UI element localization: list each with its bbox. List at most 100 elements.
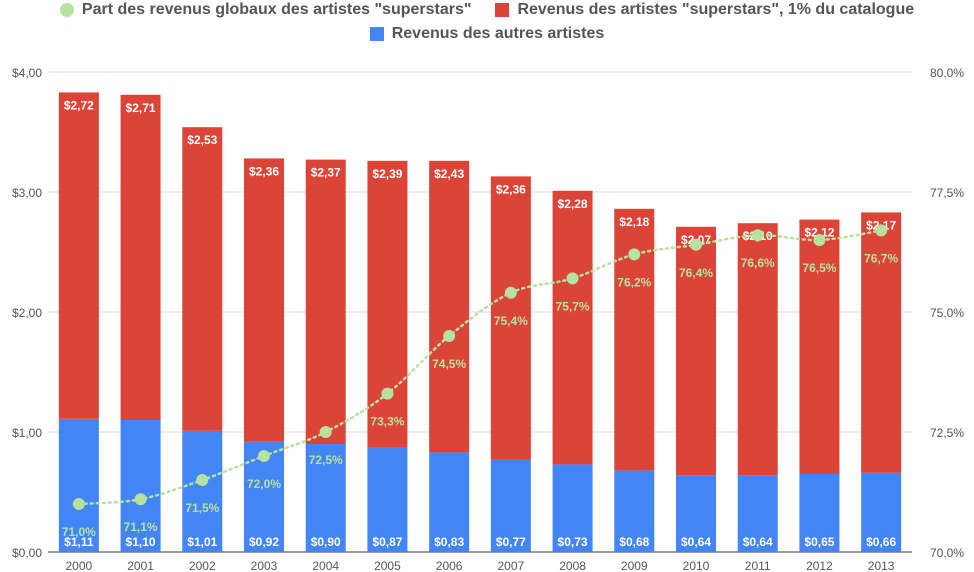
- x-tick-label: 2009: [621, 559, 648, 572]
- y-left-tick-label: $4,00: [12, 66, 42, 80]
- share-point: [72, 498, 85, 510]
- bar-superstars: [244, 158, 284, 442]
- legend-swatch-others: [369, 27, 384, 41]
- x-tick-label: 2006: [436, 559, 463, 572]
- data-label-superstars: $2,71: [126, 101, 156, 115]
- data-label-superstars: $2,36: [496, 182, 526, 196]
- share-point: [134, 493, 147, 506]
- data-label-autres: $0,64: [681, 535, 711, 549]
- share-point: [875, 224, 888, 237]
- share-label: 72,5%: [309, 453, 343, 467]
- legend-swatch-superstars: [495, 3, 510, 17]
- bar-superstars: [799, 219, 840, 474]
- data-label-autres: $0,92: [249, 535, 279, 549]
- data-label-superstars: $2,18: [619, 215, 649, 229]
- data-label-superstars: $2,53: [187, 133, 217, 147]
- y-right-tick-label: 75,0%: [930, 306, 964, 320]
- bar-autres-artistes: [799, 474, 840, 552]
- x-tick-label: 2004: [312, 559, 339, 572]
- y-left-tick-label: $3,00: [12, 186, 42, 200]
- share-label: 74,5%: [432, 357, 466, 371]
- share-label: 76,5%: [802, 261, 836, 275]
- bar-superstars: [120, 94, 161, 421]
- data-label-superstars: $2,43: [434, 167, 464, 181]
- data-label-autres: $1,10: [126, 535, 156, 549]
- y-right-tick-label: 72,5%: [930, 426, 964, 440]
- data-label-autres: $1,01: [187, 535, 217, 549]
- x-tick-label: 2002: [189, 559, 216, 572]
- x-tick-label: 2008: [559, 559, 586, 572]
- share-label: 76,2%: [617, 275, 651, 289]
- bar-autres-artistes: [552, 464, 593, 552]
- legend-label-superstars: Revenus des artistes "superstars", 1% du…: [517, 1, 915, 18]
- y-left-tick-label: $0,00: [12, 546, 42, 560]
- bar-superstars: [552, 190, 593, 465]
- data-label-superstars: $2,37: [311, 166, 341, 180]
- share-label: 73,3%: [370, 415, 404, 429]
- share-label: 75,4%: [494, 314, 528, 328]
- bar-superstars: [737, 223, 778, 476]
- bar-autres-artistes: [182, 430, 223, 552]
- x-tick-label: 2007: [498, 559, 525, 572]
- share-line: [77, 229, 883, 506]
- share-label: 72,0%: [247, 477, 281, 491]
- share-point: [443, 330, 456, 342]
- y-left-tick-label: $2,00: [12, 306, 42, 320]
- share-label: 71,5%: [185, 501, 219, 515]
- legend-row-1: Part des revenus globaux des artistes "s…: [0, 0, 974, 20]
- bar-autres-artistes: [861, 472, 902, 552]
- data-label-autres: $0,73: [558, 535, 588, 549]
- legend-label-share: Part des revenus globaux des artistes "s…: [81, 1, 472, 18]
- share-label: 76,4%: [679, 266, 713, 280]
- share-point: [813, 234, 826, 246]
- x-tick-label: 2013: [868, 559, 895, 572]
- share-label: 71,1%: [124, 520, 158, 534]
- bar-autres-artistes: [490, 459, 531, 552]
- data-label-superstars: $2,36: [249, 164, 279, 178]
- bar-autres-artistes: [305, 444, 346, 552]
- share-point: [628, 248, 641, 261]
- bar-autres-artistes: [367, 447, 408, 552]
- share-label: 76,7%: [864, 251, 898, 265]
- legend-item-others: Revenus des autres artistes: [369, 24, 605, 44]
- y-right-tick-label: 70,0%: [930, 546, 964, 560]
- legend-label-others: Revenus des autres artistes: [391, 25, 605, 42]
- data-label-autres: $0,66: [866, 535, 896, 549]
- data-label-autres: $0,77: [496, 535, 526, 549]
- x-tick-label: 2012: [806, 559, 833, 572]
- data-label-autres: $0,64: [743, 535, 773, 549]
- data-label-autres: $0,65: [804, 535, 834, 549]
- bar-superstars: [490, 176, 531, 460]
- y-right-tick-label: 77,5%: [930, 186, 964, 200]
- bar-superstars: [861, 212, 902, 473]
- legend-item-superstars: Revenus des artistes "superstars", 1% du…: [495, 0, 914, 20]
- bar-superstars: [182, 127, 223, 431]
- data-label-autres: $0,68: [619, 535, 649, 549]
- legend-swatch-share: [59, 3, 74, 17]
- x-tick-label: 2010: [683, 559, 710, 572]
- bar-autres-artistes: [429, 452, 470, 552]
- bar-superstars: [305, 159, 346, 444]
- data-label-autres: $0,90: [311, 535, 341, 549]
- x-tick-label: 2000: [66, 559, 93, 572]
- share-point: [566, 272, 579, 285]
- data-label-superstars: $2,12: [804, 226, 834, 240]
- share-point: [319, 426, 332, 438]
- bar-superstars: [429, 160, 470, 453]
- bar-autres-artistes: [676, 475, 716, 552]
- y-right-tick-label: 80,0%: [930, 66, 964, 80]
- data-label-superstars: $2,39: [372, 167, 402, 181]
- share-label: 75,7%: [556, 299, 590, 313]
- bar-autres-artistes: [614, 470, 655, 552]
- share-label: 76,6%: [741, 256, 775, 270]
- data-label-autres: $0,87: [372, 535, 402, 549]
- legend-item-share: Part des revenus globaux des artistes "s…: [59, 0, 472, 20]
- bar-autres-artistes: [737, 475, 778, 552]
- x-tick-label: 2011: [745, 559, 771, 572]
- data-label-superstars: $2,72: [64, 98, 94, 112]
- share-point: [751, 229, 764, 242]
- share-point: [258, 450, 270, 462]
- bar-autres-artistes: [120, 420, 161, 552]
